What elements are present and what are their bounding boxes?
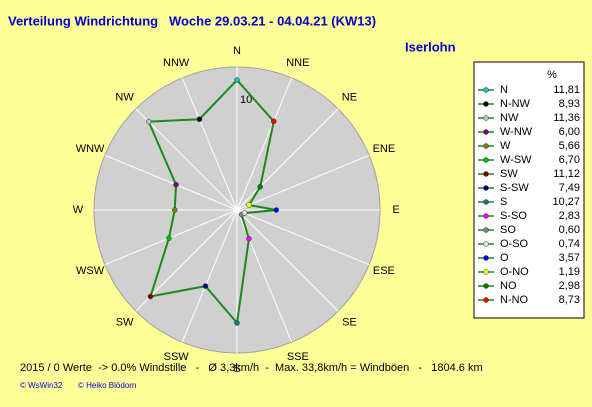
radar-point: [196, 116, 203, 122]
legend-value: 0,74: [559, 238, 580, 250]
radar-point: [270, 118, 277, 125]
legend-label: O-SO: [500, 238, 529, 250]
radar-point: [234, 320, 240, 326]
direction-label: ENE: [373, 143, 396, 155]
legend-label: N: [500, 84, 508, 96]
legend-marker: [483, 241, 489, 247]
legend-marker: [483, 297, 489, 303]
legend-title: %: [547, 69, 557, 81]
legend-marker: [483, 199, 489, 205]
legend-marker: [483, 283, 489, 289]
spoke: [104, 154, 238, 211]
spoke: [236, 209, 370, 266]
spoke: [181, 77, 238, 211]
legend-value: 6,70: [559, 154, 580, 166]
chart-subtitle: Iserlohn: [405, 39, 456, 54]
credit: © Heiko Blödorn: [78, 381, 136, 390]
direction-label: NNW: [163, 57, 190, 69]
legend-value: 0,60: [559, 224, 580, 236]
legend-marker: [483, 157, 489, 163]
radar-point: [202, 283, 209, 289]
legend-value: 6,00: [559, 126, 580, 138]
credit: © WsWin32: [20, 381, 63, 390]
r-tick-label: 10: [240, 94, 252, 106]
legend-marker: [483, 143, 489, 149]
direction-label: S: [233, 363, 240, 375]
direction-label: SSW: [164, 351, 190, 363]
footer: 2015 / 0 Werte -> 0.0% Windstille - Ø 3,…: [20, 362, 483, 374]
legend-label: O: [500, 252, 509, 264]
direction-label: N: [233, 45, 241, 57]
spoke: [236, 154, 370, 211]
spoke: [236, 209, 339, 312]
direction-label: ESE: [373, 265, 395, 277]
direction-label: WSW: [76, 265, 105, 277]
legend-marker: [483, 115, 489, 121]
direction-label: NNE: [286, 57, 309, 69]
direction-label: W: [73, 204, 84, 216]
legend-value: 1,19: [559, 266, 580, 278]
legend-marker: [483, 171, 489, 177]
legend-value: 11,36: [553, 112, 580, 124]
direction-label: SW: [116, 316, 134, 328]
radar-point: [145, 118, 152, 125]
radar-point: [147, 293, 154, 300]
legend-label: SW: [500, 168, 518, 180]
legend-marker: [483, 269, 489, 275]
legend-label: W-SW: [500, 154, 532, 166]
direction-label: SSE: [287, 351, 309, 363]
legend-label: W-NW: [500, 126, 533, 138]
legend-label: N-NO: [500, 294, 529, 306]
legend-marker: [483, 227, 489, 233]
radar-point: [257, 184, 263, 190]
legend-value: 8,73: [559, 294, 580, 306]
legend-marker: [483, 213, 489, 219]
legend-marker: [483, 129, 489, 135]
radar-point: [173, 181, 179, 188]
radar-point: [234, 77, 240, 83]
legend-value: 11,81: [553, 84, 580, 96]
radar-point: [241, 210, 248, 216]
spoke: [135, 209, 238, 312]
legend-marker: [483, 255, 489, 261]
legend-label: NW: [500, 112, 519, 124]
legend-marker: [483, 101, 489, 107]
legend-marker: [483, 185, 489, 191]
legend-label: NO: [500, 280, 517, 292]
legend-value: 3,57: [559, 252, 580, 264]
spoke: [236, 108, 339, 211]
legend-label: S: [500, 196, 507, 208]
legend-label: S-SO: [500, 210, 527, 222]
radar-point: [246, 236, 252, 242]
spoke: [135, 108, 238, 211]
legend-label: W: [500, 140, 511, 152]
direction-label: WNW: [76, 143, 105, 155]
direction-label: SE: [342, 316, 357, 328]
direction-label: NE: [342, 91, 357, 103]
legend-label: S-SW: [500, 182, 529, 194]
spoke: [236, 77, 293, 211]
legend-label: N-NW: [500, 98, 531, 110]
direction-label: E: [392, 204, 399, 216]
legend-value: 10,27: [552, 196, 580, 208]
legend-value: 7,49: [559, 182, 580, 194]
radar-point: [166, 235, 172, 241]
legend-value: 11,12: [553, 168, 580, 180]
chart-title: Verteilung Windrichtung Woche 29.03.21 -…: [8, 13, 376, 28]
legend-label: O-NO: [500, 266, 529, 278]
legend-marker: [483, 87, 489, 93]
legend-label: SO: [500, 224, 516, 236]
spoke: [181, 209, 238, 343]
radar-point: [171, 207, 178, 213]
radar-point: [246, 202, 252, 208]
direction-label: NW: [115, 91, 134, 103]
legend-value: 5,66: [559, 140, 580, 152]
radar-point: [273, 207, 280, 213]
legend-value: 2,98: [559, 280, 580, 292]
legend-value: 8,93: [559, 98, 580, 110]
legend-value: 2,83: [559, 210, 580, 222]
